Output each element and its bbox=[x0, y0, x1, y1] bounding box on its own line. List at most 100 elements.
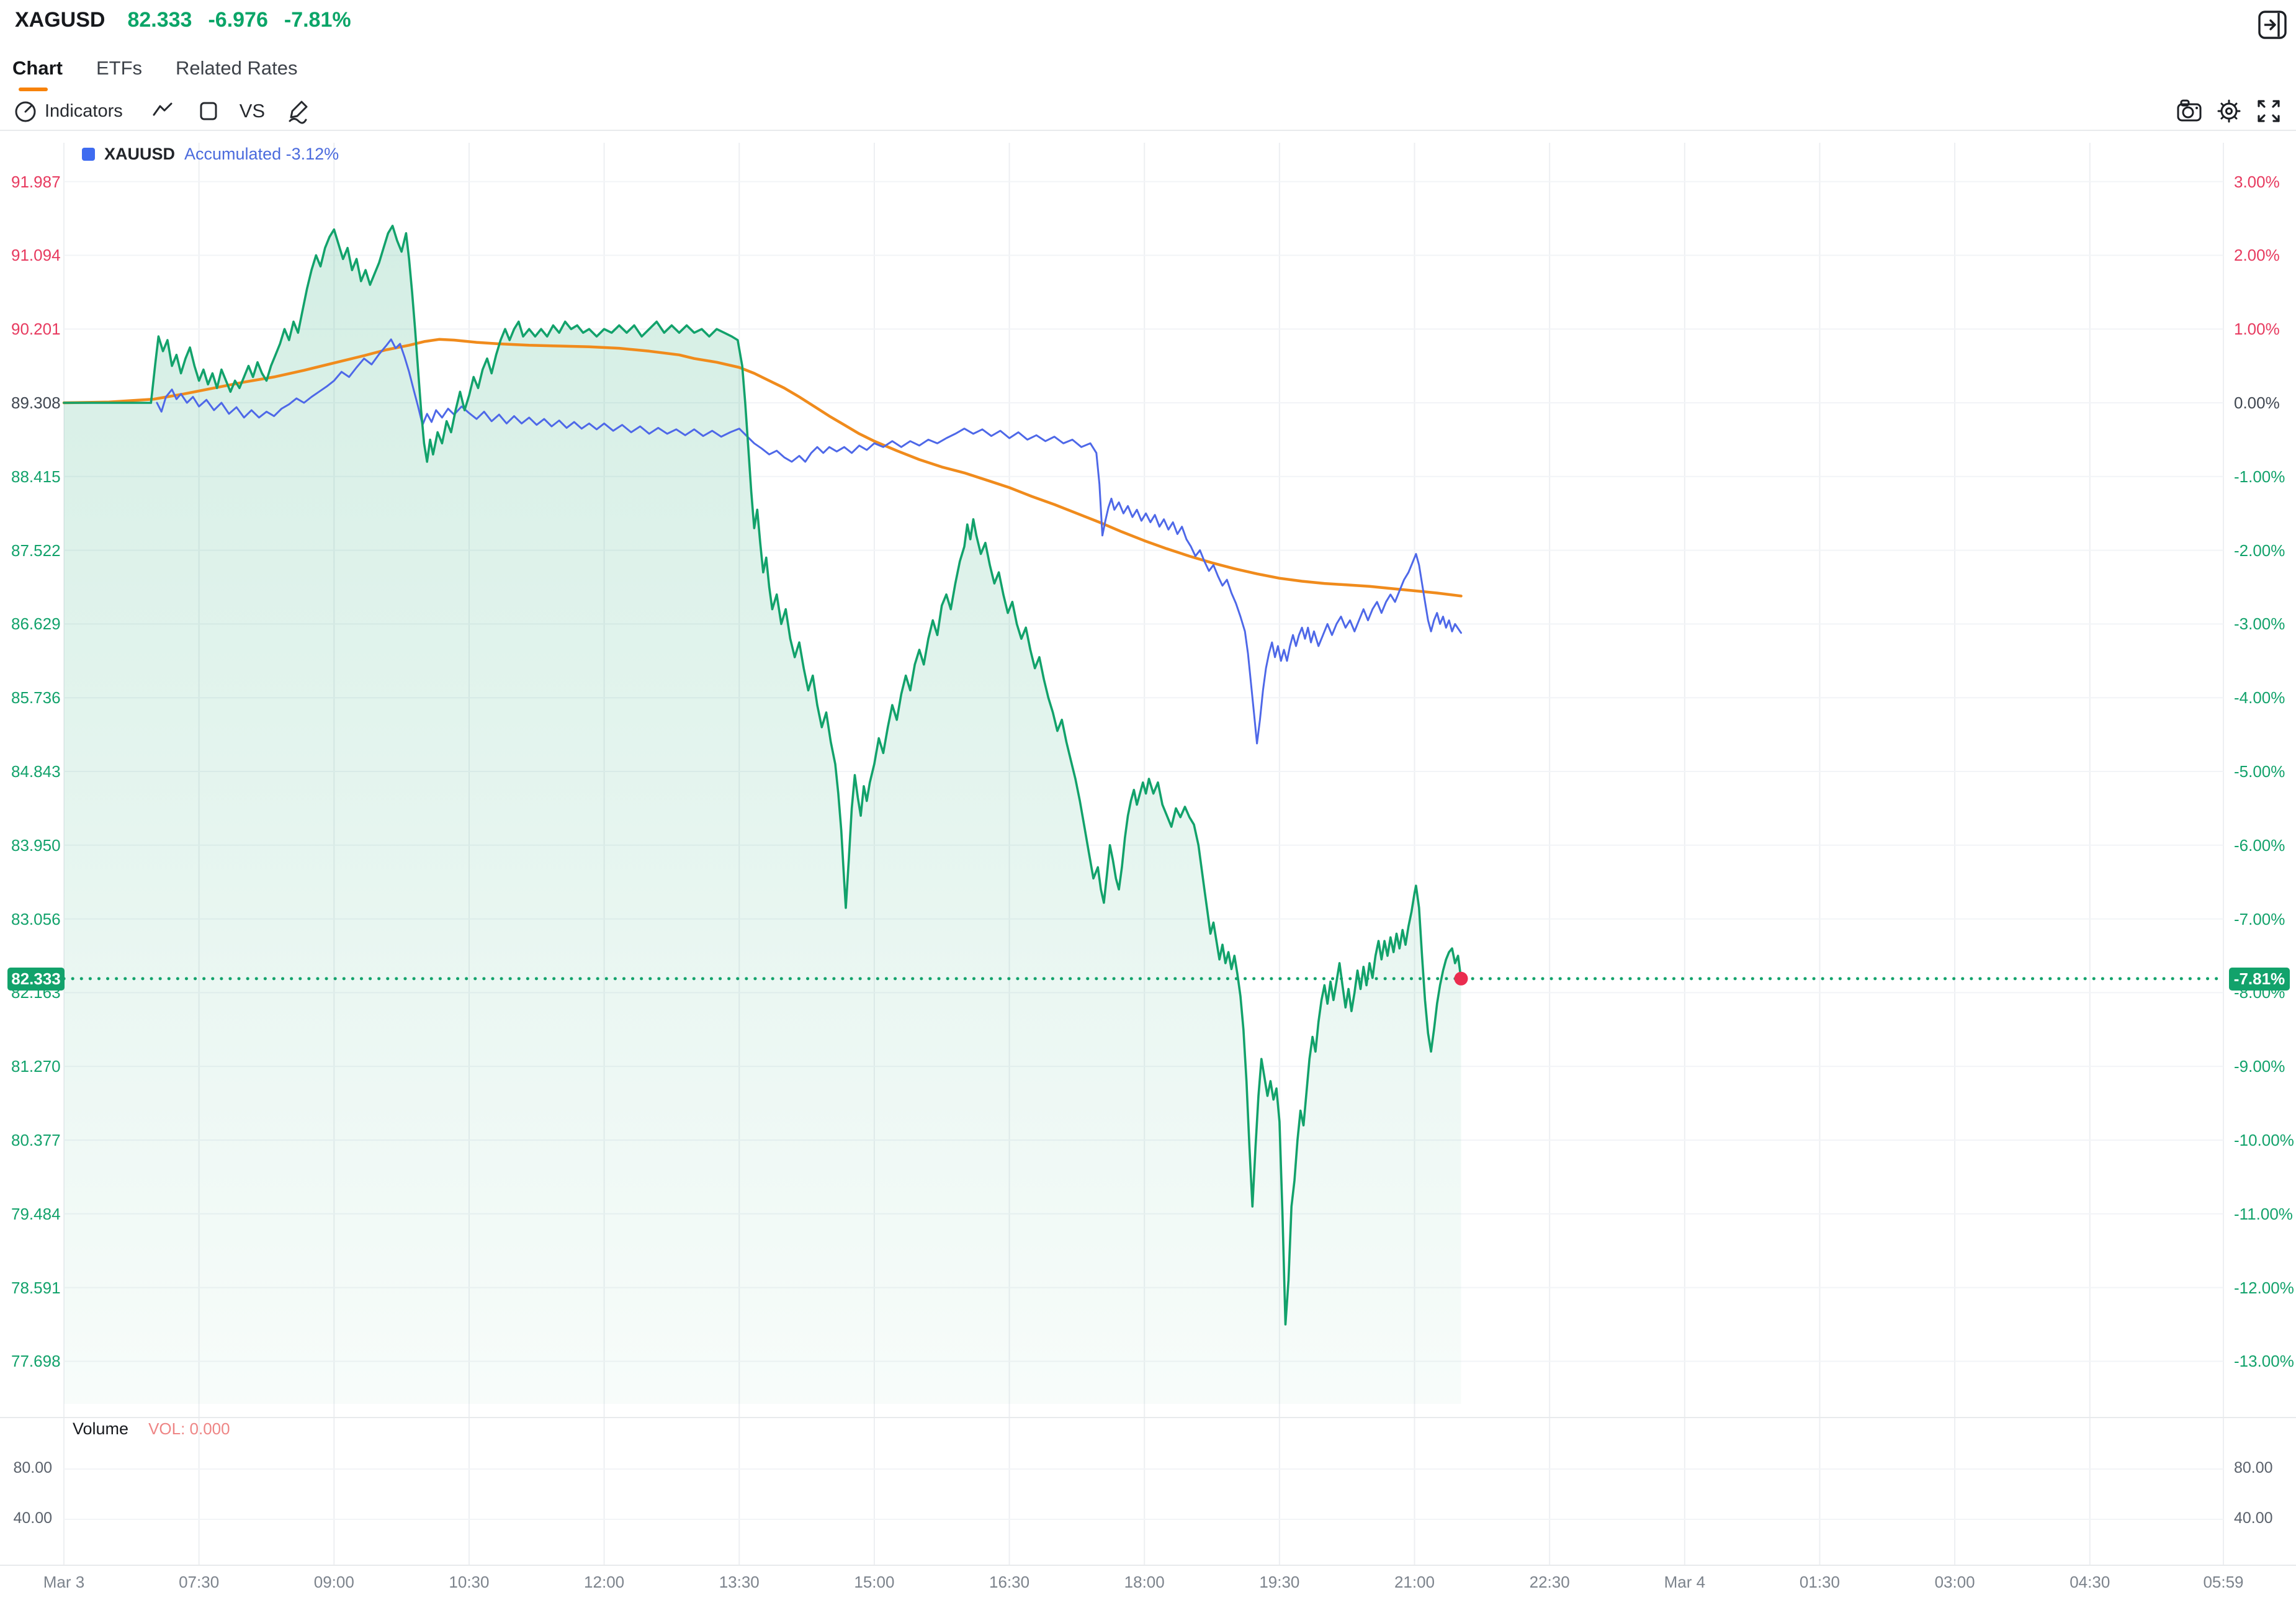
percent-axis-label: -5.00% bbox=[2234, 762, 2285, 781]
time-axis-label: 03:00 bbox=[1934, 1573, 1975, 1591]
current-pct-badge: -7.81% bbox=[2229, 967, 2290, 991]
price-axis-label: 77.698 bbox=[11, 1352, 61, 1371]
draw-tool-button[interactable] bbox=[285, 97, 312, 125]
xagusd-area-fill bbox=[64, 225, 1461, 1404]
price-axis-label: 83.056 bbox=[11, 909, 61, 928]
time-axis-label: 18:00 bbox=[1124, 1573, 1165, 1591]
settings-gear-button[interactable] bbox=[2215, 97, 2243, 125]
volume-axis-label: 40.00 bbox=[2234, 1509, 2273, 1527]
dock-to-right-icon[interactable] bbox=[2256, 9, 2289, 41]
vs-label: VS bbox=[239, 100, 266, 122]
percent-axis-label: -12.00% bbox=[2234, 1278, 2294, 1297]
price-axis-label: 83.950 bbox=[11, 835, 61, 855]
last-price-dot bbox=[1454, 971, 1468, 986]
price-axis-label: 88.415 bbox=[11, 467, 61, 486]
indicators-button[interactable]: Indicators bbox=[12, 98, 123, 124]
xauusd-line-series bbox=[156, 338, 1462, 745]
fullscreen-button[interactable] bbox=[2255, 97, 2282, 125]
time-axis-label: Mar 4 bbox=[1664, 1573, 1706, 1591]
price-axis-label: 91.987 bbox=[11, 172, 61, 191]
time-axis-label: 13:30 bbox=[719, 1573, 760, 1591]
last-price: 82.333 bbox=[127, 8, 192, 32]
percent-axis-label: -6.00% bbox=[2234, 835, 2285, 855]
line-chart-icon bbox=[153, 102, 173, 116]
percent-axis-label: 3.00% bbox=[2234, 172, 2280, 191]
price-axis-label: 81.270 bbox=[11, 1057, 61, 1076]
price-axis-label: 80.377 bbox=[11, 1131, 61, 1149]
indicators-gauge-icon bbox=[15, 101, 36, 122]
line-chart-style-button[interactable] bbox=[149, 97, 176, 125]
percent-axis-label: -13.00% bbox=[2234, 1352, 2294, 1371]
active-tab-underline bbox=[19, 88, 48, 91]
price-axis-label: 91.094 bbox=[11, 246, 61, 265]
price-axis-label: 85.736 bbox=[11, 688, 61, 708]
percent-axis-label: -10.00% bbox=[2234, 1131, 2294, 1149]
percent-axis-label: -1.00% bbox=[2234, 467, 2285, 486]
volume-title: Volume bbox=[73, 1419, 129, 1438]
percent-axis-label: 2.00% bbox=[2234, 246, 2280, 265]
legend-color-swatch bbox=[82, 148, 95, 161]
time-axis-label: 01:30 bbox=[1799, 1573, 1840, 1591]
volume-header: Volume VOL: 0.000 bbox=[73, 1419, 230, 1439]
draw-pencil-icon bbox=[289, 101, 308, 124]
price-change: -6.976 bbox=[208, 8, 268, 32]
tab-chart[interactable]: Chart bbox=[12, 57, 63, 79]
percent-axis-label: -9.00% bbox=[2234, 1057, 2285, 1076]
volume-current-value: VOL: 0.000 bbox=[148, 1419, 230, 1438]
price-change-pct: -7.81% bbox=[284, 8, 351, 32]
time-axis-label: 12:00 bbox=[584, 1573, 625, 1591]
settings-gear-icon bbox=[2217, 99, 2241, 123]
price-axis-label: 86.629 bbox=[11, 614, 61, 634]
percent-axis-label: 0.00% bbox=[2234, 393, 2280, 412]
percent-axis-label: -4.00% bbox=[2234, 688, 2285, 708]
time-axis-label: 07:30 bbox=[179, 1573, 220, 1591]
fullscreen-icon bbox=[2258, 100, 2280, 122]
indicators-label: Indicators bbox=[45, 101, 123, 121]
price-axis-label: 84.843 bbox=[11, 762, 61, 781]
volume-axis-label: 80.00 bbox=[13, 1459, 52, 1476]
price-axis-label: 89.308 bbox=[11, 393, 61, 412]
price-axis-label: 87.522 bbox=[11, 541, 61, 560]
average-line-series bbox=[62, 338, 1463, 598]
time-axis-label: 09:00 bbox=[313, 1573, 354, 1591]
volume-axis-label: 80.00 bbox=[2234, 1459, 2273, 1476]
percent-axis-label: -11.00% bbox=[2234, 1204, 2293, 1223]
legend-symbol: XAUUSD bbox=[104, 145, 176, 163]
percent-axis-label: -3.00% bbox=[2234, 614, 2285, 634]
percent-axis-label: -7.00% bbox=[2234, 909, 2285, 928]
chart-toolbar: Indicators VS bbox=[12, 97, 312, 125]
xagusd-line-series bbox=[63, 225, 1463, 1326]
time-axis-label: 21:00 bbox=[1394, 1573, 1435, 1591]
time-axis-label: 22:30 bbox=[1529, 1573, 1570, 1591]
time-axis-label: 19:30 bbox=[1259, 1573, 1300, 1591]
chart-toolbar-right bbox=[2176, 97, 2282, 125]
tab-bar: Chart ETFs Related Rates bbox=[12, 57, 297, 79]
tab-etfs[interactable]: ETFs bbox=[96, 57, 143, 79]
tab-related-rates[interactable]: Related Rates bbox=[176, 57, 298, 79]
vs-compare-button[interactable]: VS bbox=[240, 100, 265, 122]
time-axis-label: 04:30 bbox=[2070, 1573, 2110, 1591]
rectangle-icon bbox=[200, 102, 217, 120]
time-axis-label: Mar 3 bbox=[43, 1573, 85, 1591]
comparison-legend[interactable]: XAUUSD Accumulated -3.12% bbox=[82, 145, 339, 164]
legend-accumulated-value: Accumulated -3.12% bbox=[184, 145, 339, 163]
current-price-badge: 82.333 bbox=[7, 967, 65, 991]
quote: 82.333 -6.976 -7.81% bbox=[127, 8, 351, 32]
time-axis-label: 10:30 bbox=[449, 1573, 490, 1591]
price-axis-label: 90.201 bbox=[11, 320, 61, 339]
time-axis-label: 05:59 bbox=[2203, 1573, 2244, 1591]
volume-axis-label: 40.00 bbox=[13, 1509, 52, 1527]
time-axis-label: 15:00 bbox=[854, 1573, 895, 1591]
symbol-title: XAGUSD bbox=[15, 8, 105, 32]
header: XAGUSD 82.333 -6.976 -7.81% bbox=[15, 8, 351, 32]
camera-snapshot-icon bbox=[2177, 99, 2202, 122]
price-axis-label: 79.484 bbox=[11, 1204, 61, 1223]
price-axis-label: 78.591 bbox=[11, 1278, 61, 1297]
camera-snapshot-button[interactable] bbox=[2176, 97, 2203, 125]
percent-axis-label: 1.00% bbox=[2234, 320, 2280, 339]
rectangle-tool-button[interactable] bbox=[195, 97, 222, 125]
time-axis-label: 16:30 bbox=[989, 1573, 1030, 1591]
percent-axis-label: -2.00% bbox=[2234, 541, 2285, 560]
